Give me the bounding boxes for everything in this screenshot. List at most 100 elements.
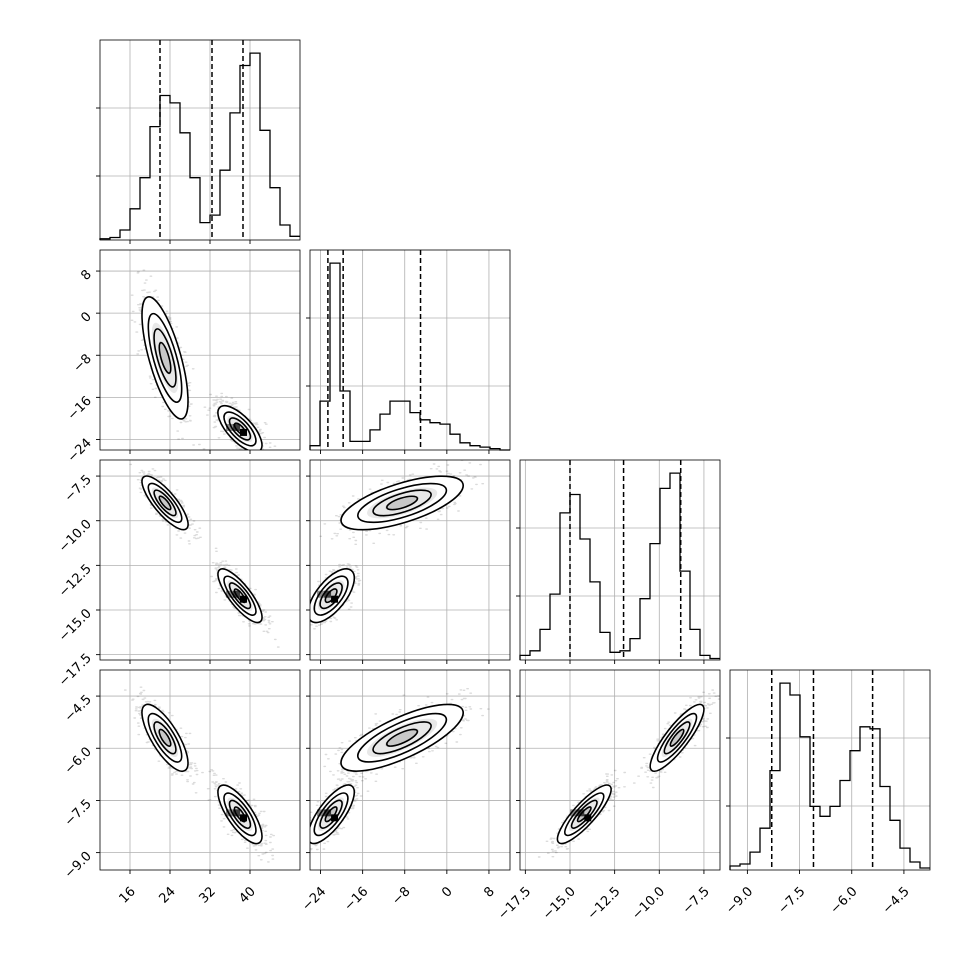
panel-content — [100, 250, 300, 450]
x-tick-label: 32 — [197, 884, 219, 906]
density-fill — [324, 806, 338, 823]
density-contour — [669, 728, 685, 747]
panel-content — [310, 670, 510, 870]
histogram-panel-3 — [516, 459, 721, 664]
density-contour — [386, 495, 419, 511]
panel-frame — [519, 459, 721, 661]
y-tick-label: −16 — [65, 394, 95, 424]
density-peak-cell — [240, 595, 247, 603]
x-tick-label: −17.5 — [495, 884, 534, 923]
density-contour — [223, 792, 257, 837]
density-contour — [233, 806, 247, 823]
panel-frame — [309, 669, 511, 871]
density-contour — [217, 404, 263, 450]
density-contour — [158, 495, 172, 511]
density-peak-cell — [233, 809, 240, 817]
scatter-panel-4-2 — [306, 669, 511, 871]
panel-frame — [309, 459, 511, 661]
density-contour — [319, 799, 343, 829]
histogram-step — [309, 262, 510, 451]
density-contour — [153, 489, 177, 517]
y-tick-label: −9.0 — [62, 849, 95, 882]
scatter-panel-4-3 — [516, 669, 721, 871]
panel-frame — [99, 39, 301, 241]
histogram-step — [519, 472, 720, 660]
panel-frame — [309, 249, 511, 451]
y-tick-label: 8 — [78, 267, 94, 283]
density-contour — [223, 575, 257, 616]
panel-content — [100, 670, 300, 870]
x-tick-label: 40 — [237, 884, 259, 906]
density-contour — [147, 312, 183, 403]
panel-background — [520, 460, 720, 660]
density-fill — [158, 728, 172, 747]
density-contour — [153, 721, 177, 755]
y-tick-label: −17.5 — [56, 651, 95, 690]
y-tick-label: −6.0 — [62, 744, 95, 777]
density-fill — [669, 728, 685, 747]
density-contour — [228, 582, 252, 610]
density-contour — [324, 588, 338, 604]
histogram-step — [729, 682, 930, 870]
density-peak-cell — [240, 814, 247, 822]
density-contour — [319, 582, 343, 610]
density-peak-cell — [233, 423, 240, 431]
density-contour — [158, 728, 172, 747]
density-contour — [556, 784, 612, 845]
x-tick-label: −8 — [389, 884, 413, 908]
density-contour — [340, 703, 464, 772]
density-contour — [228, 799, 252, 830]
scatter-panel-3-1 — [99, 459, 301, 664]
x-tick-label: 0 — [439, 884, 455, 900]
x-tick-label: 8 — [481, 884, 497, 900]
panel-content — [520, 670, 720, 870]
y-tick-label: −10.0 — [56, 517, 95, 556]
y-tick-label: −24 — [65, 436, 95, 466]
density-contour — [158, 341, 172, 374]
density-contour — [570, 799, 598, 829]
panel-background — [100, 460, 300, 660]
density-contour — [656, 712, 698, 763]
y-tick-label: −15.0 — [56, 606, 95, 645]
histogram-panel-2 — [306, 249, 511, 454]
panel-frame — [99, 669, 301, 871]
density-peak-cell — [317, 590, 325, 598]
panel-frame — [99, 249, 301, 451]
density-peak-cell — [240, 428, 247, 436]
density-contour — [153, 328, 177, 388]
density-peak-cell — [226, 809, 233, 817]
y-tick-label: −4.5 — [62, 692, 95, 725]
x-tick-label: −7.5 — [680, 884, 713, 917]
density-contour — [233, 588, 247, 604]
density-contour — [141, 296, 189, 420]
density-contour — [324, 806, 338, 823]
density-fill — [324, 588, 338, 604]
density-contour — [217, 568, 263, 624]
density-contour — [147, 482, 183, 524]
scatter-panel-4-1 — [99, 669, 301, 871]
panel-content — [310, 460, 510, 660]
density-contour — [357, 712, 448, 763]
density-contour — [372, 489, 432, 517]
x-tick-label: −9.0 — [723, 884, 756, 917]
panel-content — [100, 460, 300, 660]
density-contour — [310, 568, 356, 624]
panel-background — [100, 670, 300, 870]
density-peak-cell — [331, 595, 339, 603]
density-contour — [313, 792, 349, 837]
panel-background — [520, 670, 720, 870]
density-contour — [372, 721, 432, 755]
y-tick-label: −8 — [71, 351, 95, 375]
panel-background — [310, 670, 510, 870]
x-tick-label: −12.5 — [585, 884, 624, 923]
x-tick-label: −15.0 — [540, 884, 579, 923]
density-contour — [386, 728, 419, 747]
scatter-panel-3-2 — [306, 459, 511, 664]
density-contour — [576, 806, 592, 823]
histogram-panel-4 — [726, 669, 931, 871]
density-fill — [158, 341, 172, 375]
x-tick-label: 24 — [157, 884, 179, 906]
x-tick-label: −24 — [299, 884, 329, 914]
density-contour — [564, 792, 605, 837]
